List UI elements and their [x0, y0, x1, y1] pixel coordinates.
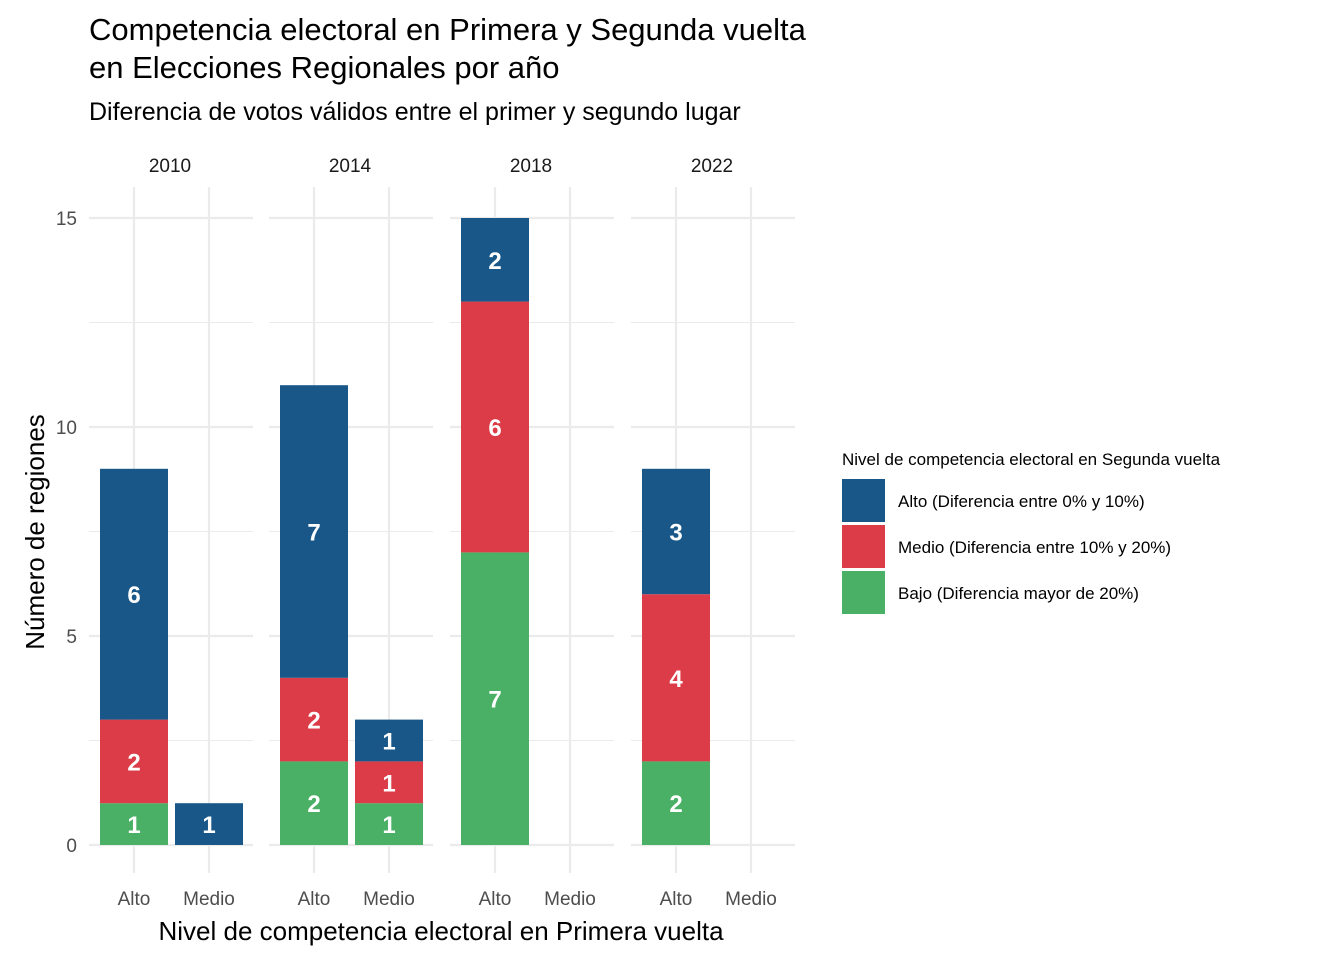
bar-segment-alto	[355, 719, 423, 762]
x-axis-title: Nivel de competencia electoral en Primer…	[158, 916, 724, 946]
legend: Nivel de competencia electoral en Segund…	[842, 450, 1221, 614]
bar-value-label: 6	[488, 415, 501, 442]
x-tick-label: Alto	[298, 889, 331, 910]
bar-segment-bajo	[100, 803, 168, 845]
bar-segment-medio	[100, 719, 168, 804]
bar-value-label: 1	[382, 770, 395, 797]
bar-value-label: 2	[307, 708, 320, 735]
bar-segment-medio	[280, 677, 348, 762]
bar-value-label: 2	[488, 248, 501, 275]
legend-label-alto: Alto (Diferencia entre 0% y 10%)	[898, 492, 1145, 511]
bar-value-label: 1	[127, 812, 140, 839]
facet-panel-2022: 2022 2 4 3 Alto Medio	[631, 156, 795, 910]
bar-segment-alto	[175, 803, 243, 845]
bar-value-label: 6	[127, 582, 140, 609]
chart-subtitle: Diferencia de votos válidos entre el pri…	[89, 98, 741, 126]
facet-strip-label: 2018	[510, 156, 552, 177]
bar-value-label: 2	[307, 791, 320, 818]
bar-segment-alto	[642, 468, 710, 595]
bar-value-label: 1	[202, 812, 215, 839]
facet-panels: 0 5 10 15 2010 1 2 6 Alto 1 Medio 2014 2 2 7 Alto 1 1 1 Med…	[56, 156, 795, 910]
facet-strip-label: 2010	[149, 156, 191, 177]
bar-value-label: 7	[307, 520, 320, 547]
facet-strip-label: 2014	[329, 156, 372, 177]
bar-segment-alto	[461, 218, 529, 302]
bar-value-label: 1	[382, 812, 395, 839]
bar-segment-bajo	[461, 552, 529, 845]
x-tick-label: Medio	[183, 889, 235, 910]
legend-label-bajo: Bajo (Diferencia mayor de 20%)	[898, 584, 1139, 603]
bar-segment-alto	[280, 385, 348, 678]
legend-key-alto	[842, 479, 885, 522]
bar-segment-bajo	[280, 761, 348, 845]
legend-key-bajo	[842, 571, 885, 614]
x-tick-label: Alto	[479, 889, 512, 910]
legend-key-medio	[842, 525, 885, 568]
legend-label-medio: Medio (Diferencia entre 10% y 20%)	[898, 538, 1171, 557]
chart-title: Competencia electoral en Primera y Segun…	[89, 12, 814, 85]
x-tick-label: Alto	[118, 889, 151, 910]
facet-panel-2018: 2018 7 6 2 Alto Medio	[450, 156, 614, 910]
chart-title-line-1: Competencia electoral en Primera y Segun…	[89, 12, 807, 47]
y-axis-title: Número de regiones	[20, 414, 50, 650]
x-tick-label: Medio	[725, 889, 777, 910]
y-tick-label: 5	[66, 627, 77, 648]
x-tick-label: Alto	[660, 889, 693, 910]
legend-title: Nivel de competencia electoral en Segund…	[842, 450, 1221, 469]
bar-value-label: 1	[382, 729, 395, 756]
bar-value-label: 3	[669, 520, 682, 547]
y-tick-label: 15	[56, 209, 77, 230]
bar-value-label: 2	[669, 791, 682, 818]
chart-title-line-2: en Elecciones Regionales por año	[89, 50, 559, 85]
y-tick-label: 10	[56, 418, 77, 439]
bar-value-label: 7	[488, 687, 501, 714]
bar-value-label: 2	[127, 749, 140, 776]
bar-segment-medio	[461, 301, 529, 553]
y-tick-label: 0	[66, 836, 77, 857]
bar-segment-medio	[355, 761, 423, 804]
facet-panel-2010: 2010 1 2 6 Alto 1 Medio	[89, 156, 253, 910]
bar-segment-bajo	[642, 761, 710, 845]
bar-segment-medio	[642, 594, 710, 762]
x-tick-label: Medio	[363, 889, 415, 910]
bar-segment-bajo	[355, 803, 423, 845]
bar-value-label: 4	[669, 666, 683, 693]
facet-panel-2014: 2014 2 2 7 Alto 1 1 1 Medio	[269, 156, 433, 910]
facet-strip-label: 2022	[691, 156, 733, 177]
bar-segment-alto	[100, 468, 168, 720]
x-tick-label: Medio	[544, 889, 596, 910]
